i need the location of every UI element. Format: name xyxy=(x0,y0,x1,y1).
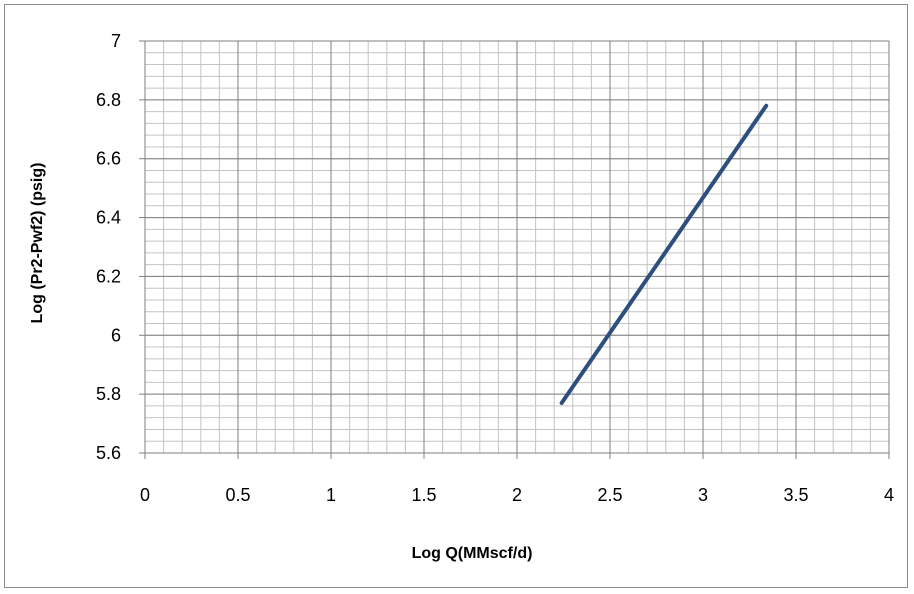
x-tick-label: 3 xyxy=(698,485,708,505)
x-axis-title: Log Q(MMscf/d) xyxy=(412,545,533,562)
y-tick-label: 6.4 xyxy=(96,208,121,228)
series-layer xyxy=(559,103,769,405)
x-tick-labels: 0 0.5 1 1.5 2 2.5 3 3.5 4 xyxy=(140,485,894,505)
y-tick-label: 6.6 xyxy=(96,149,121,169)
chart-frame: 0 0.5 1 1.5 2 2.5 3 3.5 4 5.6 5.8 6 6.2 6.4 6.6 6.8 7 L… xyxy=(4,4,908,588)
y-tick-label: 5.8 xyxy=(96,384,121,404)
y-tick-label: 6.2 xyxy=(96,266,121,286)
y-tick-label: 5.6 xyxy=(96,443,121,463)
x-tick-label: 0.5 xyxy=(225,485,250,505)
x-tick-label: 0 xyxy=(140,485,150,505)
y-axis-title: Log (Pr2-Pwf2) (psig) xyxy=(29,163,46,324)
x-tick-label: 3.5 xyxy=(783,485,808,505)
x-tick-label: 1.5 xyxy=(411,485,436,505)
x-tick-label: 4 xyxy=(884,485,894,505)
y-tick-label: 6 xyxy=(111,325,121,345)
x-tick-label: 2 xyxy=(512,485,522,505)
grid-major xyxy=(139,40,890,459)
chart-svg: 0 0.5 1 1.5 2 2.5 3 3.5 4 5.6 5.8 6 6.2 6.4 6.6 6.8 7 L… xyxy=(29,31,894,562)
x-tick-label: 2.5 xyxy=(597,485,622,505)
y-tick-labels: 5.6 5.8 6 6.2 6.4 6.6 6.8 7 xyxy=(96,31,121,463)
y-tick-label: 6.8 xyxy=(96,90,121,110)
y-tick-label: 7 xyxy=(111,31,121,51)
x-tick-label: 1 xyxy=(326,485,336,505)
series-line-0 xyxy=(559,103,769,405)
